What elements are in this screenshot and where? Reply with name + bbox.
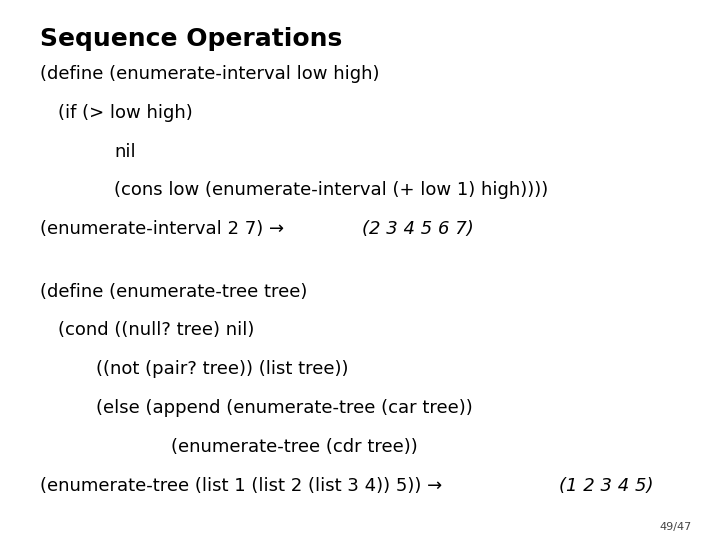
Text: (2 3 4 5 6 7): (2 3 4 5 6 7) [362,220,474,238]
Text: 49/47: 49/47 [659,522,691,532]
Text: (cond ((null? tree) nil): (cond ((null? tree) nil) [58,321,255,340]
Text: (1 2 3 4 5): (1 2 3 4 5) [559,477,653,495]
Text: (enumerate-tree (list 1 (list 2 (list 3 4)) 5)) →: (enumerate-tree (list 1 (list 2 (list 3 … [40,477,442,495]
Text: Sequence Operations: Sequence Operations [40,27,342,51]
Text: (define (enumerate-tree tree): (define (enumerate-tree tree) [40,282,307,301]
Text: (if (> low high): (if (> low high) [58,104,193,122]
Text: (enumerate-interval 2 7) →: (enumerate-interval 2 7) → [40,220,289,238]
Text: (enumerate-tree (cdr tree)): (enumerate-tree (cdr tree)) [171,438,418,456]
Text: (cons low (enumerate-interval (+ low 1) high)))): (cons low (enumerate-interval (+ low 1) … [114,181,549,199]
Text: ((not (pair? tree)) (list tree)): ((not (pair? tree)) (list tree)) [96,360,348,379]
Text: (else (append (enumerate-tree (car tree)): (else (append (enumerate-tree (car tree)… [96,399,472,417]
Text: nil: nil [114,143,136,160]
Text: (define (enumerate-interval low high): (define (enumerate-interval low high) [40,65,379,83]
